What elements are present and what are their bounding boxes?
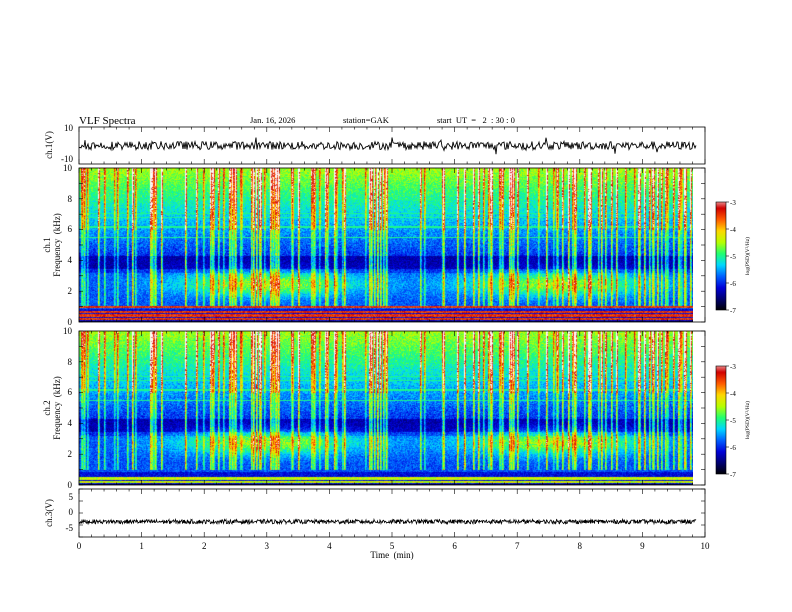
start-ut-label: start UT = 2 : 30 : 0 bbox=[437, 115, 515, 125]
spec1-ytick-8: 8 bbox=[68, 194, 73, 204]
ch1-ytick-10: 10 bbox=[64, 123, 74, 133]
cbar1-tick-neg6: -6 bbox=[730, 280, 736, 288]
spec1-ytick-4: 4 bbox=[68, 255, 73, 265]
spec2-ylabel-channel: ch.2 bbox=[42, 400, 52, 415]
ch1-waveform-ylabel: ch.1(V) bbox=[44, 131, 54, 159]
ch3-ytick-0: 0 bbox=[69, 507, 74, 517]
ch3-ytick-neg5: -5 bbox=[66, 523, 74, 533]
ch1-waveform-panel bbox=[78, 126, 706, 165]
cbar2-tick-neg7: -7 bbox=[730, 471, 736, 479]
ch3-ytick-5: 5 bbox=[69, 492, 74, 502]
ch3-waveform bbox=[78, 517, 697, 526]
xtick-8: 8 bbox=[578, 541, 583, 551]
xtick-1: 1 bbox=[139, 541, 144, 551]
spec2-ytick-4: 4 bbox=[68, 418, 73, 428]
spec2-ytick-2: 2 bbox=[68, 449, 73, 459]
ch3-waveform-panel bbox=[78, 488, 706, 538]
xtick-5: 5 bbox=[390, 541, 395, 551]
xtick-10: 10 bbox=[701, 541, 711, 551]
xtick-4: 4 bbox=[327, 541, 332, 551]
spec1-ylabel-channel: ch.1 bbox=[42, 237, 52, 252]
ch3-waveform-ylabel: ch.3(V) bbox=[44, 499, 54, 527]
x-axis-label: Time (min) bbox=[370, 550, 413, 560]
spec1-ytick-2: 2 bbox=[68, 286, 73, 296]
xtick-2: 2 bbox=[202, 541, 207, 551]
spec2-ytick-0: 0 bbox=[68, 480, 73, 490]
axis-ticks bbox=[78, 127, 729, 538]
colorbar-2 bbox=[716, 366, 726, 474]
xtick-9: 9 bbox=[640, 541, 645, 551]
xtick-0: 0 bbox=[77, 541, 82, 551]
cbar1-label: log(PSD)(V²/Hz) bbox=[744, 237, 751, 275]
spec1-ylabel-frequency: Frequency (kHz) bbox=[52, 213, 62, 276]
cbar2-tick-neg6: -6 bbox=[730, 444, 736, 452]
spec2-ylabel-frequency: Frequency (kHz) bbox=[52, 376, 62, 439]
xtick-6: 6 bbox=[452, 541, 457, 551]
spec2-ytick-10: 10 bbox=[63, 326, 73, 336]
xtick-3: 3 bbox=[265, 541, 270, 551]
cbar2-tick-neg5: -5 bbox=[730, 417, 736, 425]
ch1-waveform bbox=[78, 137, 697, 155]
spec1-ytick-6: 6 bbox=[68, 224, 73, 234]
cbar1-tick-neg3: -3 bbox=[730, 199, 736, 207]
ch1-ytick-neg10: -10 bbox=[61, 154, 73, 164]
date-label: Jan. 16, 2026 bbox=[250, 115, 295, 125]
xtick-7: 7 bbox=[515, 541, 520, 551]
station-label: station=GAK bbox=[343, 115, 390, 125]
cbar2-tick-neg3: -3 bbox=[730, 363, 736, 371]
colorbar-1 bbox=[716, 202, 726, 310]
spec1-ytick-0: 0 bbox=[68, 317, 73, 327]
cbar2-tick-neg4: -4 bbox=[730, 390, 736, 398]
figure-title: VLF Spectra bbox=[79, 115, 136, 127]
spec2-ytick-6: 6 bbox=[68, 387, 73, 397]
ch2-spectrogram-image bbox=[79, 331, 693, 485]
cbar1-tick-neg5: -5 bbox=[730, 253, 736, 261]
ch1-spectrogram-image bbox=[79, 168, 693, 322]
cbar1-tick-neg7: -7 bbox=[730, 307, 736, 315]
spec1-ytick-10: 10 bbox=[63, 163, 73, 173]
cbar1-tick-neg4: -4 bbox=[730, 226, 736, 234]
spec2-ytick-8: 8 bbox=[68, 357, 73, 367]
cbar2-label: log(PSD)(V²/Hz) bbox=[744, 401, 751, 439]
